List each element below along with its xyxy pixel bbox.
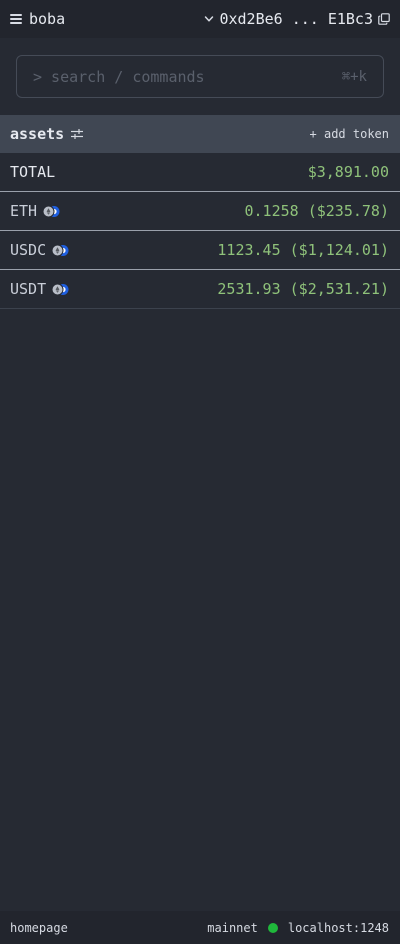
chain-icon [42,205,60,217]
token-symbol: USDT [10,280,47,298]
assets-header: assets + add token [0,115,400,153]
network-name[interactable]: mainnet [207,920,258,935]
menu-icon[interactable] [10,14,22,24]
token-row-usdt[interactable]: USDT 2531.93 ($2,531.21) [0,270,400,309]
app-name: boba [29,10,66,28]
status-bar: homepage mainnet localhost:1248 [0,911,400,944]
sliders-icon[interactable] [70,128,84,140]
token-balance: 2531.93 ($2,531.21) [217,280,389,298]
chain-icon [51,244,69,256]
token-row-eth[interactable]: ETH 0.1258 ($235.78) [0,192,400,231]
assets-title[interactable]: assets [10,125,84,143]
token-row-usdc[interactable]: USDC 1123.45 ($1,124.01) [0,231,400,270]
copy-icon[interactable] [378,13,390,25]
token-info: USDT [10,280,72,298]
total-label: TOTAL [10,163,56,181]
chain-icon [51,283,69,295]
total-row: TOTAL $3,891.00 [0,153,400,192]
current-page: homepage [10,920,68,935]
brand[interactable]: boba [10,10,65,28]
search-input[interactable] [33,67,303,86]
network-status: mainnet localhost:1248 [207,921,389,935]
rpc-endpoint[interactable]: localhost:1248 [287,920,389,935]
top-bar: boba 0xd2Be6 ... E1Bc3 [0,0,400,38]
token-symbol: ETH [10,202,38,220]
total-value: $3,891.00 [307,163,389,181]
token-balance: 0.1258 ($235.78) [244,202,390,220]
keyboard-shortcut-hint: ⌘+k [341,68,367,85]
token-info: ETH [10,202,63,220]
chevron-down-icon[interactable] [204,14,214,24]
connection-status-icon [267,922,278,933]
token-symbol: USDC [10,241,47,259]
account-selector[interactable]: 0xd2Be6 ... E1Bc3 [204,10,390,28]
asset-list: TOTAL $3,891.00 ETH 0.1258 ($235.78) USD… [0,153,400,309]
account-address[interactable]: 0xd2Be6 ... E1Bc3 [219,10,373,28]
token-info: USDC [10,241,72,259]
add-token-button[interactable]: + add token [309,127,389,141]
command-search[interactable]: ⌘+k [16,55,384,98]
assets-label: assets [10,125,65,143]
token-balance: 1123.45 ($1,124.01) [217,241,389,259]
